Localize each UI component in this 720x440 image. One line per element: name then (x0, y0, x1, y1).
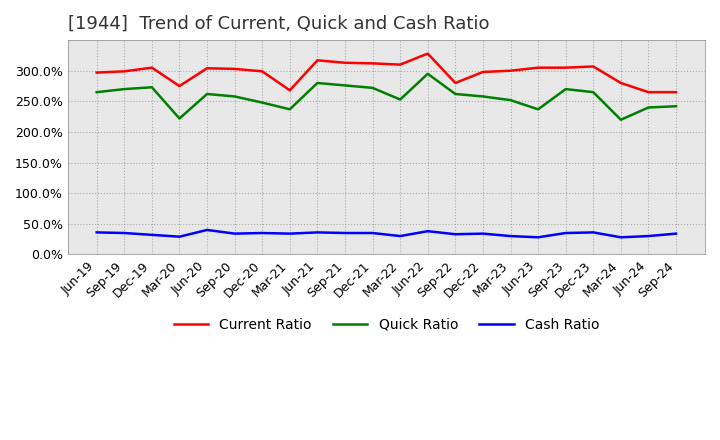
Quick Ratio (396, 97, 405, 102)
Cash Ratio (92, 230, 101, 235)
Cash Ratio (616, 235, 625, 240)
Current Ratio (258, 69, 266, 74)
Current Ratio (120, 69, 129, 74)
Current Ratio (313, 58, 322, 63)
Line: Quick Ratio: Quick Ratio (96, 74, 676, 120)
Quick Ratio (313, 81, 322, 86)
Current Ratio (396, 62, 405, 67)
Current Ratio (423, 51, 432, 56)
Quick Ratio (589, 89, 598, 95)
Quick Ratio (616, 117, 625, 122)
Cash Ratio (175, 234, 184, 239)
Current Ratio (368, 61, 377, 66)
Current Ratio (286, 88, 294, 93)
Cash Ratio (562, 231, 570, 236)
Quick Ratio (92, 89, 101, 95)
Quick Ratio (644, 105, 653, 110)
Quick Ratio (672, 103, 680, 109)
Current Ratio (589, 64, 598, 69)
Quick Ratio (506, 98, 515, 103)
Current Ratio (506, 68, 515, 73)
Quick Ratio (203, 92, 212, 97)
Current Ratio (451, 81, 459, 86)
Line: Current Ratio: Current Ratio (96, 54, 676, 92)
Current Ratio (203, 66, 212, 71)
Quick Ratio (286, 106, 294, 112)
Quick Ratio (423, 71, 432, 77)
Legend: Current Ratio, Quick Ratio, Cash Ratio: Current Ratio, Quick Ratio, Cash Ratio (168, 312, 605, 337)
Cash Ratio (120, 231, 129, 236)
Current Ratio (562, 65, 570, 70)
Cash Ratio (534, 235, 542, 240)
Cash Ratio (286, 231, 294, 236)
Current Ratio (341, 60, 349, 66)
Current Ratio (479, 70, 487, 75)
Cash Ratio (230, 231, 239, 236)
Quick Ratio (148, 84, 156, 90)
Cash Ratio (451, 231, 459, 237)
Quick Ratio (368, 85, 377, 91)
Quick Ratio (451, 92, 459, 97)
Cash Ratio (423, 228, 432, 234)
Quick Ratio (562, 87, 570, 92)
Cash Ratio (506, 234, 515, 239)
Cash Ratio (672, 231, 680, 236)
Cash Ratio (368, 231, 377, 236)
Quick Ratio (175, 116, 184, 121)
Cash Ratio (258, 231, 266, 236)
Cash Ratio (644, 234, 653, 239)
Cash Ratio (479, 231, 487, 236)
Current Ratio (175, 84, 184, 89)
Line: Cash Ratio: Cash Ratio (96, 230, 676, 237)
Cash Ratio (148, 232, 156, 238)
Quick Ratio (258, 100, 266, 105)
Current Ratio (616, 81, 625, 86)
Current Ratio (230, 66, 239, 72)
Current Ratio (644, 89, 653, 95)
Current Ratio (92, 70, 101, 75)
Cash Ratio (341, 231, 349, 236)
Cash Ratio (396, 234, 405, 239)
Quick Ratio (120, 87, 129, 92)
Cash Ratio (203, 227, 212, 233)
Quick Ratio (230, 94, 239, 99)
Text: [1944]  Trend of Current, Quick and Cash Ratio: [1944] Trend of Current, Quick and Cash … (68, 15, 489, 33)
Current Ratio (534, 65, 542, 70)
Quick Ratio (341, 83, 349, 88)
Current Ratio (672, 89, 680, 95)
Cash Ratio (313, 230, 322, 235)
Quick Ratio (534, 106, 542, 112)
Quick Ratio (479, 94, 487, 99)
Cash Ratio (589, 230, 598, 235)
Current Ratio (148, 65, 156, 70)
